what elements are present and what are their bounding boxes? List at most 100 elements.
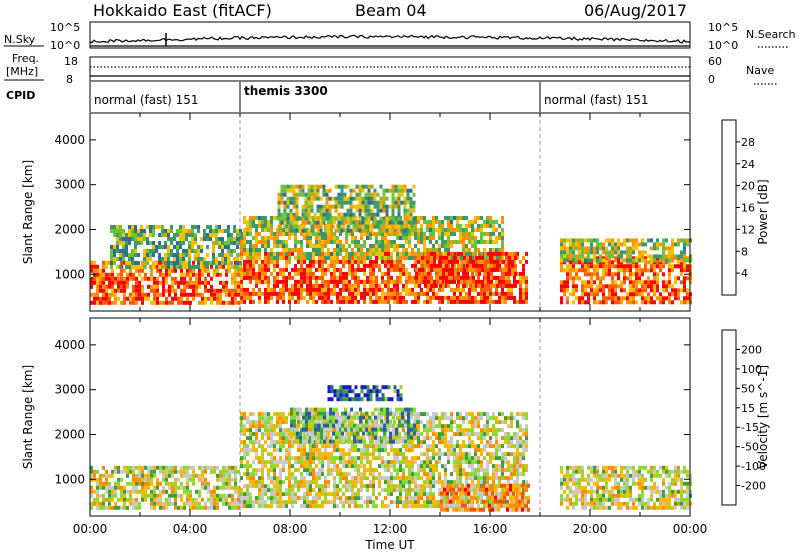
heatmap-cell bbox=[147, 485, 150, 490]
heatmap-cell bbox=[405, 275, 408, 280]
heatmap-cell bbox=[277, 212, 281, 217]
heatmap-cell bbox=[441, 263, 444, 268]
heatmap-cell bbox=[294, 279, 297, 284]
heatmap-cell bbox=[224, 229, 227, 233]
heatmap-cell bbox=[411, 291, 414, 296]
heatmap-cell bbox=[369, 252, 372, 256]
heatmap-cell bbox=[180, 272, 183, 277]
heatmap-cell bbox=[240, 236, 243, 240]
heatmap-cell bbox=[315, 492, 318, 497]
heatmap-cell bbox=[680, 258, 683, 263]
heatmap-cell bbox=[496, 283, 499, 288]
heatmap-cell bbox=[167, 237, 170, 241]
heatmap-cell bbox=[471, 279, 474, 284]
heatmap-cell bbox=[477, 275, 480, 280]
heatmap-cell bbox=[301, 212, 305, 217]
heatmap-cell bbox=[216, 288, 219, 293]
heatmap-cell bbox=[297, 283, 300, 288]
heatmap-cell bbox=[468, 267, 471, 272]
heatmap-cell bbox=[297, 279, 300, 284]
heatmap-cell bbox=[450, 232, 453, 236]
heatmap-cell bbox=[357, 267, 360, 272]
heatmap-cell bbox=[605, 296, 608, 301]
heatmap-cell bbox=[122, 229, 125, 233]
heatmap-cell bbox=[390, 263, 393, 268]
heatmap-cell bbox=[277, 192, 281, 197]
heatmap-cell bbox=[213, 485, 216, 490]
heatmap-cell bbox=[310, 188, 314, 193]
heatmap-cell bbox=[575, 276, 578, 281]
heatmap-cell bbox=[339, 275, 342, 280]
heatmap-cell bbox=[219, 292, 222, 297]
heatmap-cell bbox=[337, 196, 341, 201]
heatmap-cell bbox=[671, 238, 674, 243]
heatmap-cell bbox=[363, 476, 366, 481]
heatmap-cell bbox=[315, 236, 318, 240]
heatmap-cell bbox=[134, 229, 137, 233]
heatmap-cell bbox=[327, 256, 330, 260]
heatmap-cell bbox=[240, 240, 243, 244]
heatmap-cell bbox=[282, 240, 285, 244]
heatmap-cell bbox=[581, 292, 584, 297]
heatmap-cell bbox=[662, 264, 665, 269]
heatmap-cell bbox=[161, 233, 164, 237]
heatmap-cell bbox=[378, 476, 381, 481]
heatmap-cell bbox=[423, 299, 426, 304]
heatmap-cell bbox=[351, 283, 354, 288]
heatmap-cell bbox=[466, 279, 469, 284]
heatmap-cell bbox=[240, 500, 243, 505]
heatmap-cell bbox=[162, 260, 165, 265]
heatmap-cell bbox=[373, 192, 377, 197]
heatmap-cell bbox=[381, 488, 384, 493]
heatmap-cell bbox=[249, 256, 252, 260]
heatmap-cell bbox=[372, 279, 375, 284]
heatmap-cell bbox=[213, 296, 216, 301]
heatmap-cell bbox=[364, 200, 368, 205]
heatmap-cell bbox=[402, 244, 405, 248]
heatmap-cell bbox=[171, 300, 174, 305]
heatmap-cell bbox=[384, 291, 387, 296]
heatmap-cell bbox=[93, 501, 96, 506]
heatmap-cell bbox=[297, 420, 300, 425]
heatmap-cell bbox=[264, 440, 267, 445]
heatmap-cell bbox=[279, 456, 282, 461]
heatmap-cell bbox=[270, 476, 273, 481]
heatmap-cell bbox=[372, 448, 375, 453]
heatmap-cell bbox=[310, 220, 314, 225]
heatmap-cell bbox=[315, 476, 318, 481]
heatmap-cell bbox=[270, 452, 273, 457]
heatmap-cell bbox=[282, 248, 285, 252]
heatmap-cell bbox=[249, 424, 252, 429]
heatmap-cell bbox=[312, 488, 315, 493]
heatmap-cell bbox=[460, 263, 463, 268]
heatmap-cell bbox=[96, 485, 99, 490]
heatmap-cell bbox=[188, 241, 191, 245]
heatmap-cell bbox=[354, 484, 357, 489]
heatmap-cell bbox=[105, 469, 108, 474]
heatmap-cell bbox=[403, 196, 407, 201]
heatmap-cell bbox=[108, 505, 111, 510]
heatmap-cell bbox=[146, 253, 149, 257]
heatmap-cell bbox=[138, 465, 141, 470]
heatmap-cell bbox=[596, 272, 599, 277]
heatmap-cell bbox=[180, 505, 183, 510]
heatmap-cell bbox=[360, 279, 363, 284]
heatmap-cell bbox=[459, 236, 462, 240]
heatmap-cell bbox=[108, 272, 111, 277]
heatmap-cell bbox=[105, 284, 108, 289]
heatmap-cell bbox=[105, 260, 108, 265]
heatmap-cell bbox=[375, 232, 378, 236]
heatmap-cell bbox=[279, 500, 282, 505]
heatmap-cell bbox=[243, 263, 246, 268]
heatmap-cell bbox=[234, 489, 237, 494]
heatmap-cell bbox=[324, 448, 327, 453]
heatmap-cell bbox=[123, 469, 126, 474]
heatmap-cell bbox=[408, 472, 411, 477]
heatmap-cell bbox=[152, 241, 155, 245]
heatmap-cell bbox=[442, 255, 445, 260]
heatmap-cell bbox=[396, 244, 399, 248]
heatmap-cell bbox=[279, 291, 282, 296]
heatmap-cell bbox=[504, 295, 507, 300]
heatmap-cell bbox=[122, 233, 125, 237]
heatmap-cell bbox=[273, 472, 276, 477]
